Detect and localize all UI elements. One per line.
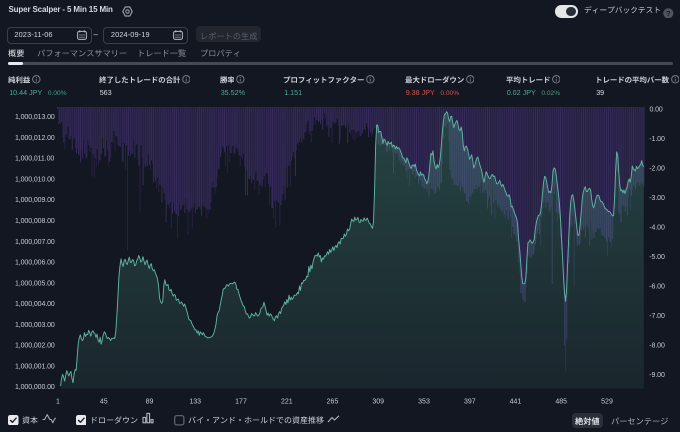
svg-text:1,000,006.00: 1,000,006.00 [15, 260, 55, 267]
svg-text:-9.00: -9.00 [649, 372, 665, 379]
svg-text:265: 265 [327, 399, 339, 406]
svg-text:1,000,003.00: 1,000,003.00 [15, 322, 55, 329]
svg-text:1,000,000.00: 1,000,000.00 [15, 384, 55, 391]
svg-text:-1.00: -1.00 [649, 136, 665, 143]
svg-text:1: 1 [56, 399, 60, 406]
svg-text:485: 485 [555, 399, 567, 406]
svg-text:1,000,010.00: 1,000,010.00 [15, 176, 55, 183]
svg-text:441: 441 [510, 399, 522, 406]
svg-text:-3.00: -3.00 [649, 195, 665, 202]
svg-text:-7.00: -7.00 [649, 313, 665, 320]
svg-text:397: 397 [464, 399, 476, 406]
svg-text:309: 309 [372, 399, 384, 406]
svg-text:177: 177 [235, 399, 247, 406]
svg-text:?: ? [666, 9, 671, 18]
svg-text:-8.00: -8.00 [649, 342, 665, 349]
svg-text:1,000,008.00: 1,000,008.00 [15, 218, 55, 225]
svg-text:-2.00: -2.00 [649, 165, 665, 172]
svg-text:1,000,012.00: 1,000,012.00 [15, 135, 55, 142]
svg-text:-6.00: -6.00 [649, 283, 665, 290]
svg-text:221: 221 [281, 399, 293, 406]
svg-text:1,000,001.00: 1,000,001.00 [15, 364, 55, 371]
svg-text:1,000,002.00: 1,000,002.00 [15, 343, 55, 350]
svg-text:1,000,013.00: 1,000,013.00 [15, 114, 55, 121]
svg-text:1,000,007.00: 1,000,007.00 [15, 239, 55, 246]
svg-text:133: 133 [189, 399, 201, 406]
svg-text:-5.00: -5.00 [649, 254, 665, 261]
svg-text:0.00: 0.00 [650, 106, 663, 113]
svg-text:1,000,005.00: 1,000,005.00 [15, 280, 55, 287]
svg-text:1,000,004.00: 1,000,004.00 [15, 301, 55, 308]
svg-text:45: 45 [100, 399, 108, 406]
svg-text:1,000,009.00: 1,000,009.00 [15, 197, 55, 204]
svg-text:529: 529 [601, 399, 613, 406]
svg-text:353: 353 [418, 399, 430, 406]
svg-text:89: 89 [146, 399, 154, 406]
svg-text:1,000,011.00: 1,000,011.00 [15, 156, 54, 163]
svg-text:-4.00: -4.00 [649, 224, 665, 231]
